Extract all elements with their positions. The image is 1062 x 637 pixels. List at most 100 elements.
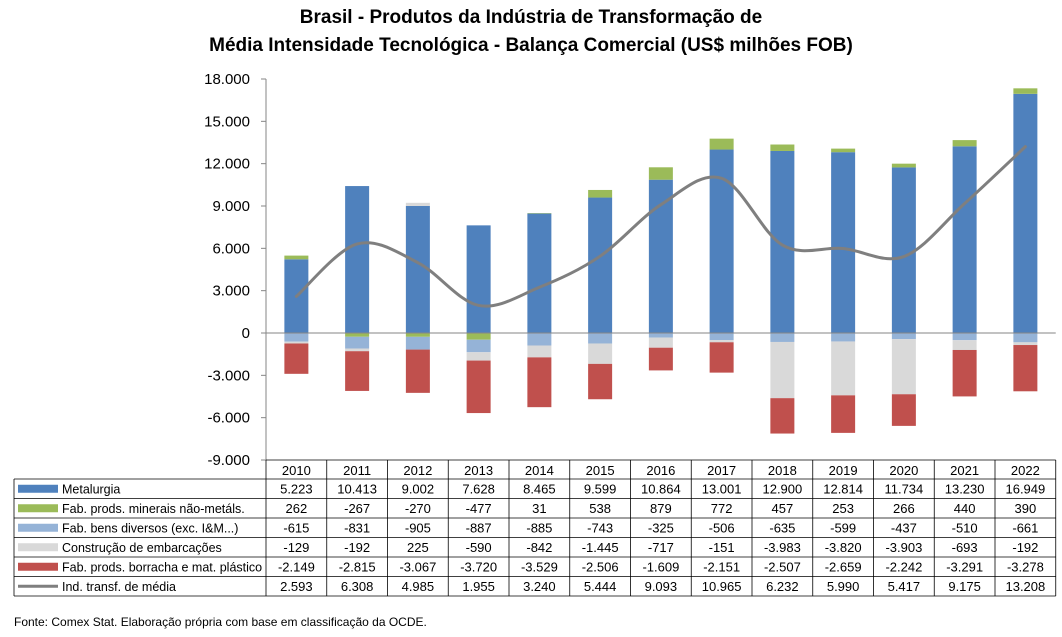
bar-minerais-2011 bbox=[345, 333, 370, 337]
bar-minerais-2016 bbox=[648, 167, 673, 180]
chart-title: Brasil - Produtos da Indústria de Transf… bbox=[0, 4, 1062, 60]
bar-borracha-2022 bbox=[1013, 345, 1038, 392]
table-cell-metalurgia-2017: 13.001 bbox=[702, 481, 742, 496]
table-cell-borracha-2022: -3.278 bbox=[1007, 559, 1044, 574]
table-cell-bens_diversos-2019: -599 bbox=[830, 520, 856, 535]
table-cell-borracha-2016: -1.609 bbox=[642, 559, 679, 574]
table-cell-borracha-2011: -2.815 bbox=[339, 559, 376, 574]
bar-bens_diversos-2021 bbox=[952, 333, 977, 341]
table-cell-bens_diversos-2018: -635 bbox=[769, 520, 795, 535]
table-cell-borracha-2012: -3.067 bbox=[399, 559, 436, 574]
table-cell-borracha-2020: -2.242 bbox=[885, 559, 922, 574]
table-cell-embarcacoes-2021: -693 bbox=[952, 540, 978, 555]
bar-bens_diversos-2010 bbox=[284, 333, 309, 342]
x-category-label: 2022 bbox=[1011, 463, 1040, 478]
legend-key-bens_diversos bbox=[18, 523, 58, 532]
table-cell-embarcacoes-2011: -192 bbox=[344, 540, 370, 555]
table-cell-line-2021: 9.175 bbox=[948, 579, 981, 594]
x-category-label: 2015 bbox=[586, 463, 615, 478]
y-tick-label: -6.000 bbox=[207, 410, 250, 427]
table-cell-metalurgia-2012: 9.002 bbox=[402, 481, 435, 496]
table-cell-minerais-2010: 262 bbox=[286, 501, 308, 516]
table-cell-line-2017: 10.965 bbox=[702, 579, 742, 594]
table-cell-bens_diversos-2015: -743 bbox=[587, 520, 613, 535]
bar-borracha-2019 bbox=[831, 395, 856, 433]
x-category-label: 2011 bbox=[343, 463, 371, 478]
table-cell-bens_diversos-2014: -885 bbox=[526, 520, 552, 535]
table-cell-embarcacoes-2013: -590 bbox=[466, 540, 492, 555]
y-tick-label: 6.000 bbox=[212, 240, 250, 257]
legend-label-metalurgia: Metalurgia bbox=[62, 482, 120, 496]
table-cell-embarcacoes-2022: -192 bbox=[1012, 540, 1038, 555]
bar-borracha-2012 bbox=[405, 349, 430, 393]
table-cell-metalurgia-2019: 12.814 bbox=[823, 481, 863, 496]
table-cell-metalurgia-2011: 10.413 bbox=[337, 481, 377, 496]
bar-embarcacoes-2014 bbox=[527, 345, 552, 358]
bar-metalurgia-2018 bbox=[770, 150, 795, 333]
bar-minerais-2017 bbox=[709, 138, 734, 150]
table-cell-metalurgia-2014: 8.465 bbox=[523, 481, 556, 496]
table-cell-line-2020: 5.417 bbox=[888, 579, 921, 594]
bar-metalurgia-2011 bbox=[345, 186, 370, 333]
legend-label-line: Ind. transf. de média bbox=[62, 580, 176, 594]
bar-metalurgia-2017 bbox=[709, 149, 734, 333]
y-tick-label: 3.000 bbox=[212, 283, 250, 300]
bar-embarcacoes-2018 bbox=[770, 341, 795, 399]
table-cell-borracha-2014: -3.529 bbox=[521, 559, 558, 574]
bar-minerais-2022 bbox=[1013, 88, 1038, 94]
bar-bens_diversos-2017 bbox=[709, 333, 734, 341]
bar-borracha-2010 bbox=[284, 343, 309, 374]
line-ind-transf-media bbox=[294, 145, 1027, 308]
bar-embarcacoes-2019 bbox=[831, 341, 856, 396]
legend-label-borracha: Fab. prods. borracha e mat. plástico bbox=[62, 560, 262, 574]
legend-key-borracha bbox=[18, 562, 58, 571]
bar-borracha-2018 bbox=[770, 398, 795, 434]
table-cell-line-2011: 6.308 bbox=[341, 579, 374, 594]
y-tick-label: -9.000 bbox=[207, 452, 250, 469]
table-cell-borracha-2013: -3.720 bbox=[460, 559, 497, 574]
bar-embarcacoes-2012 bbox=[405, 202, 430, 206]
table-cell-minerais-2014: 31 bbox=[532, 501, 546, 516]
chart-title-line-2: Média Intensidade Tecnológica - Balança … bbox=[209, 35, 853, 56]
x-category-label: 2017 bbox=[707, 463, 736, 478]
table-cell-line-2019: 5.990 bbox=[827, 579, 860, 594]
legend-key-embarcacoes bbox=[18, 543, 58, 552]
bar-borracha-2021 bbox=[952, 349, 977, 397]
table-cell-minerais-2013: -477 bbox=[466, 501, 492, 516]
table-cell-line-2022: 13.208 bbox=[1005, 579, 1045, 594]
table-cell-bens_diversos-2021: -510 bbox=[952, 520, 978, 535]
bar-minerais-2015 bbox=[588, 189, 613, 198]
bar-bens_diversos-2022 bbox=[1013, 333, 1038, 343]
x-category-label: 2020 bbox=[889, 463, 918, 478]
bar-embarcacoes-2022 bbox=[1013, 342, 1038, 346]
table-cell-borracha-2015: -2.506 bbox=[582, 559, 619, 574]
table-cell-borracha-2018: -2.507 bbox=[764, 559, 801, 574]
bar-metalurgia-2013 bbox=[466, 225, 491, 333]
y-tick-label: 15.000 bbox=[204, 113, 250, 130]
bar-metalurgia-2014 bbox=[527, 213, 552, 333]
bar-embarcacoes-2011 bbox=[345, 348, 370, 352]
table-cell-metalurgia-2021: 13.230 bbox=[945, 481, 985, 496]
bar-embarcacoes-2015 bbox=[588, 343, 613, 364]
table-cell-minerais-2015: 538 bbox=[589, 501, 611, 516]
table-cell-line-2016: 9.093 bbox=[645, 579, 678, 594]
table-cell-minerais-2020: 266 bbox=[893, 501, 915, 516]
legend-label-embarcacoes: Construção de embarcações bbox=[62, 541, 222, 555]
table-cell-embarcacoes-2014: -842 bbox=[526, 540, 552, 555]
table-cell-line-2018: 6.232 bbox=[766, 579, 799, 594]
table-cell-bens_diversos-2011: -831 bbox=[344, 520, 370, 535]
table-cell-metalurgia-2018: 12.900 bbox=[762, 481, 802, 496]
legend-key-minerais bbox=[18, 504, 58, 513]
table-cell-metalurgia-2010: 5.223 bbox=[280, 481, 313, 496]
table-cell-bens_diversos-2013: -887 bbox=[466, 520, 492, 535]
table-cell-minerais-2018: 457 bbox=[772, 501, 794, 516]
bar-embarcacoes-2020 bbox=[891, 339, 916, 395]
bar-borracha-2011 bbox=[345, 351, 370, 391]
bar-embarcacoes-2021 bbox=[952, 340, 977, 350]
table-cell-borracha-2017: -2.151 bbox=[703, 559, 740, 574]
bar-embarcacoes-2017 bbox=[709, 340, 734, 343]
table-cell-line-2012: 4.985 bbox=[402, 579, 435, 594]
bar-borracha-2015 bbox=[588, 363, 613, 400]
table-cell-embarcacoes-2015: -1.445 bbox=[582, 540, 619, 555]
